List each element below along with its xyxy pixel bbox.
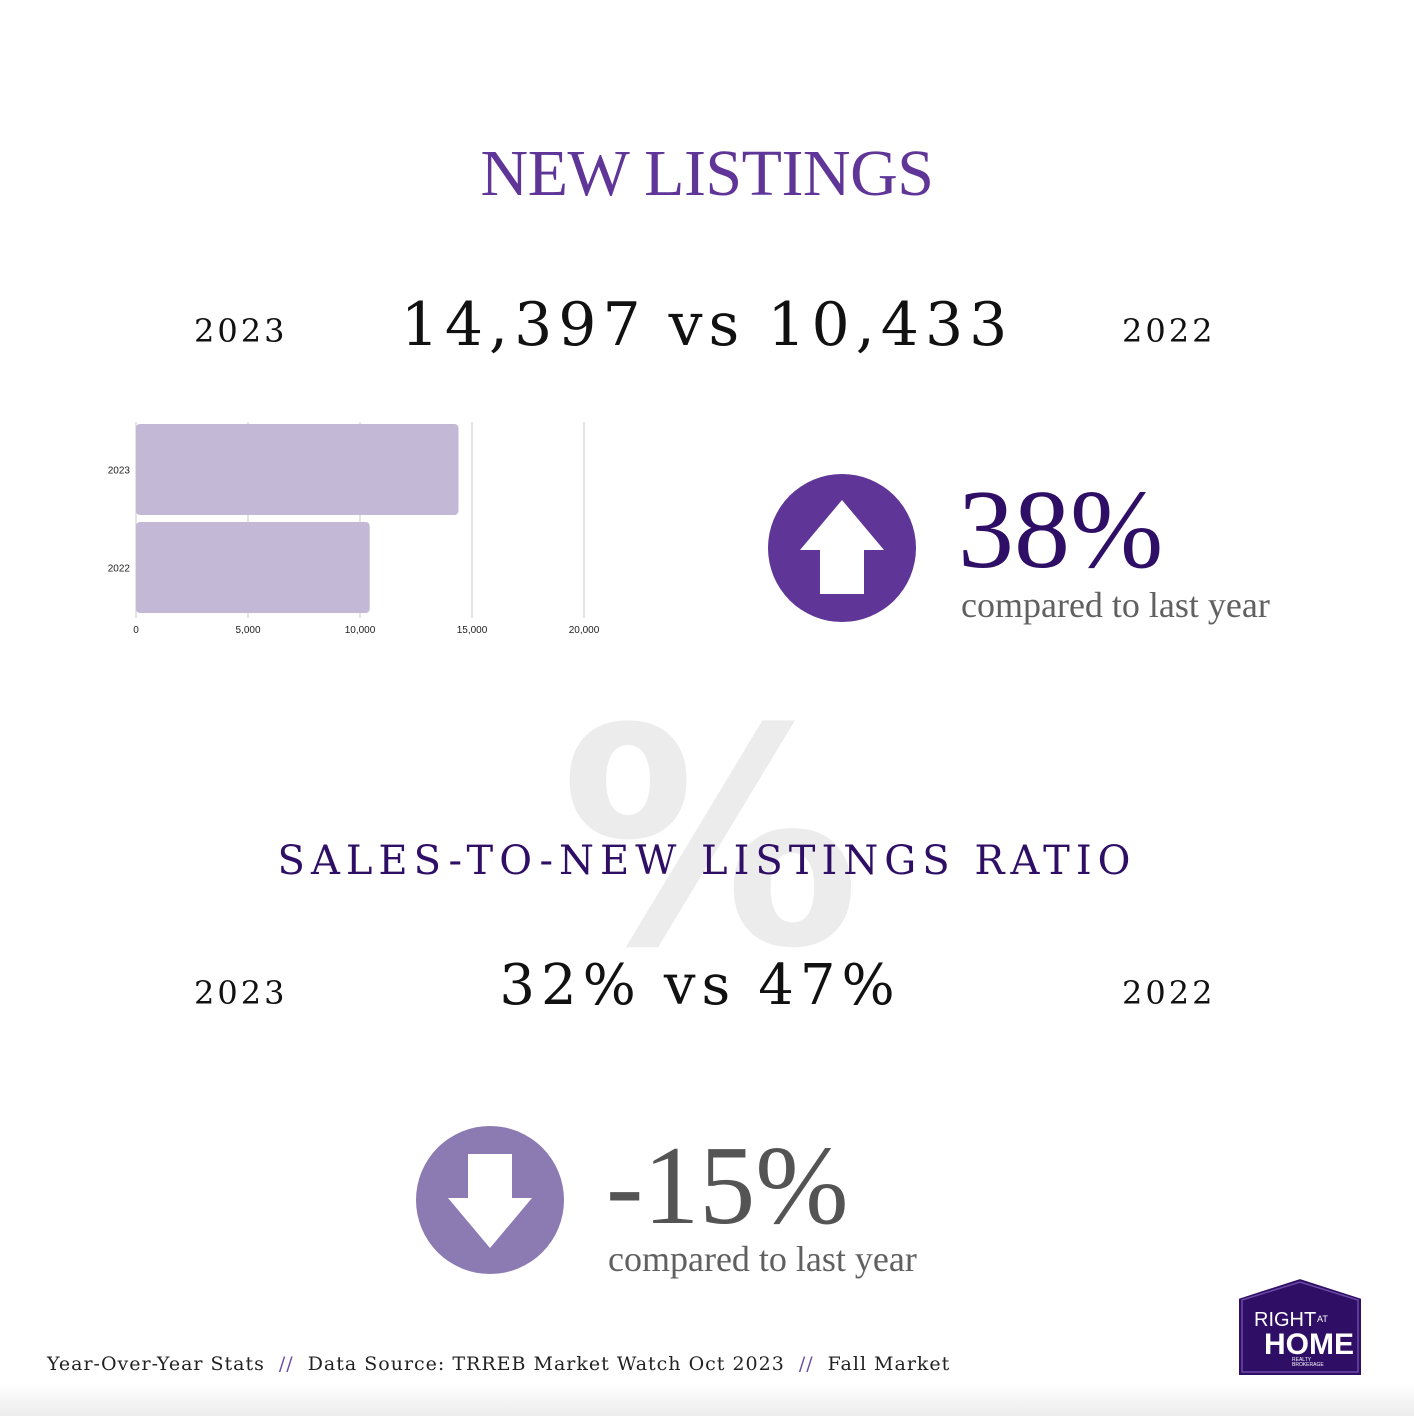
bar-2023 [136, 424, 459, 515]
ratio-title: SALES-TO-NEW LISTINGS RATIO [277, 838, 1137, 884]
down-arrow-icon [416, 1126, 564, 1274]
x-tick-label: 5,000 [235, 625, 260, 636]
ratio-year-previous-label: 2022 [1122, 974, 1216, 1012]
footer-item-source: Data Source: TRREB Market Watch Oct 2023 [307, 1353, 785, 1375]
logo-line1b: AT [1317, 1314, 1328, 1324]
page-title: NEW LISTINGS [480, 137, 934, 210]
ratio-value-previous: 47% [758, 953, 901, 1018]
ratio-comparison: 32% vs 47% [0, 953, 1400, 1018]
new-listings-change-caption: compared to last year [961, 585, 1270, 625]
value-previous: 10,433 [767, 290, 1014, 360]
footer-item-stats: Year-Over-Year Stats [47, 1353, 265, 1375]
new-listings-change-percent: 38% [958, 468, 1164, 592]
ratio-change-caption: compared to last year [608, 1239, 917, 1279]
footer-separator: // [798, 1353, 814, 1375]
logo-line3: REALTY [1292, 1357, 1312, 1363]
footer-item-season: Fall Market [827, 1353, 951, 1375]
bottom-fade [0, 1384, 1414, 1416]
x-tick-label: 0 [133, 625, 139, 636]
new-listings-comparison: 14,397 vs 10,433 [0, 290, 1414, 360]
percent-watermark: % [560, 665, 861, 1014]
logo-line1: RIGHT [1254, 1309, 1316, 1331]
value-current: 14,397 [400, 290, 647, 360]
x-tick-label: 10,000 [345, 625, 376, 636]
ratio-year-current-label: 2023 [194, 974, 288, 1012]
up-arrow-icon [768, 474, 916, 622]
logo-line4: BROKERAGE [1292, 1362, 1324, 1368]
footer: Year-Over-Year Stats // Data Source: TRREB… [47, 1353, 950, 1375]
logo-line2: HOME [1264, 1328, 1354, 1361]
category-label: 2023 [108, 466, 131, 477]
footer-separator: // [278, 1353, 294, 1375]
category-label: 2022 [108, 564, 131, 575]
ratio-value-current: 32% [499, 953, 642, 1018]
x-tick-label: 15,000 [457, 625, 488, 636]
x-tick-label: 20,000 [569, 625, 600, 636]
ratio-change-percent: -15% [606, 1124, 849, 1248]
year-current-label: 2023 [194, 312, 288, 350]
right-at-home-logo: RIGHT AT HOME REALTY BROKERAGE [1236, 1276, 1364, 1378]
vs-label: vs [668, 290, 746, 360]
ratio-vs-label: vs [663, 953, 737, 1018]
year-previous-label: 2022 [1122, 312, 1216, 350]
new-listings-bar-chart: 0 5,000 10,000 15,000 20,000 2023 2022 [108, 422, 600, 636]
bar-2022 [136, 522, 370, 613]
